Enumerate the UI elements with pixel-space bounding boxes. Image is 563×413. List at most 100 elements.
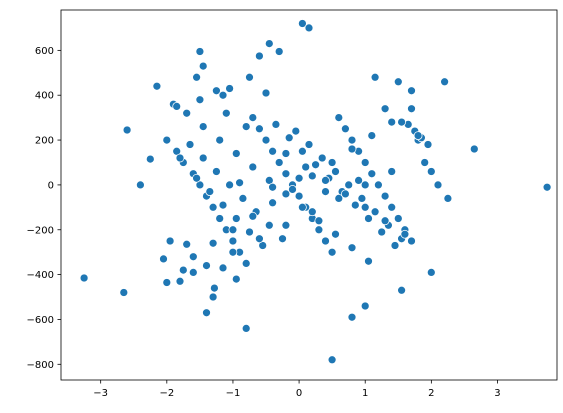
data-point bbox=[294, 191, 304, 201]
data-point bbox=[387, 167, 397, 176]
data-point bbox=[208, 292, 218, 302]
data-point bbox=[245, 227, 254, 237]
data-point bbox=[307, 207, 317, 217]
data-point bbox=[360, 202, 370, 212]
data-point bbox=[281, 220, 291, 230]
data-point bbox=[248, 162, 258, 172]
data-point bbox=[364, 214, 373, 223]
y-tick-label: −600 bbox=[27, 315, 54, 326]
data-point bbox=[162, 135, 172, 145]
y-tick-label: −200 bbox=[27, 225, 54, 236]
data-point bbox=[304, 23, 314, 33]
data-point bbox=[218, 90, 228, 100]
data-point bbox=[374, 180, 383, 190]
data-point bbox=[218, 200, 228, 210]
data-point bbox=[397, 285, 406, 295]
data-point bbox=[400, 229, 410, 239]
data-point bbox=[443, 194, 453, 203]
data-point bbox=[231, 214, 241, 223]
data-point bbox=[122, 125, 132, 135]
data-point bbox=[271, 120, 281, 129]
points-layer bbox=[79, 19, 552, 365]
data-point bbox=[281, 189, 291, 199]
data-point bbox=[202, 261, 211, 270]
data-point bbox=[542, 182, 552, 192]
data-point bbox=[162, 278, 172, 287]
data-point bbox=[413, 131, 423, 140]
data-point bbox=[268, 198, 277, 208]
data-point bbox=[195, 95, 205, 105]
y-tick-label: 0 bbox=[48, 180, 54, 191]
y-axis: −800 −600 −400 −200 0 200 400 600 bbox=[27, 46, 61, 371]
data-point bbox=[205, 187, 215, 196]
data-point bbox=[321, 176, 330, 185]
data-point bbox=[198, 153, 208, 163]
data-point bbox=[192, 72, 201, 82]
data-point bbox=[407, 104, 416, 114]
data-point bbox=[304, 140, 314, 149]
data-point bbox=[370, 207, 380, 217]
data-point bbox=[278, 234, 287, 244]
data-point bbox=[268, 182, 277, 192]
x-tick-label: 2 bbox=[428, 388, 434, 399]
data-point bbox=[370, 72, 380, 82]
data-point bbox=[198, 122, 208, 131]
data-point bbox=[281, 149, 291, 158]
data-point bbox=[198, 61, 208, 71]
data-point bbox=[274, 47, 284, 56]
data-point bbox=[182, 108, 192, 118]
data-point bbox=[347, 243, 357, 253]
data-point bbox=[380, 191, 390, 201]
data-point bbox=[341, 189, 350, 199]
data-point bbox=[218, 263, 228, 273]
y-tick-label: −800 bbox=[27, 360, 54, 371]
data-point bbox=[241, 259, 251, 268]
data-point bbox=[225, 84, 234, 93]
data-point bbox=[208, 238, 218, 248]
data-point bbox=[298, 202, 307, 212]
data-point bbox=[228, 236, 238, 246]
data-point bbox=[202, 308, 211, 318]
x-tick-label: −3 bbox=[93, 388, 108, 399]
y-tick-label: 600 bbox=[35, 46, 54, 57]
data-point bbox=[407, 86, 416, 96]
data-point bbox=[264, 220, 274, 230]
data-point bbox=[314, 216, 324, 226]
data-point bbox=[225, 180, 234, 190]
data-point bbox=[178, 265, 188, 275]
data-point bbox=[317, 153, 327, 163]
data-point bbox=[380, 104, 390, 114]
data-point bbox=[440, 77, 449, 87]
data-point bbox=[327, 247, 337, 257]
data-point bbox=[228, 247, 238, 257]
data-point bbox=[231, 274, 241, 284]
data-point bbox=[354, 176, 363, 185]
data-point bbox=[314, 225, 324, 235]
data-point bbox=[248, 211, 258, 221]
data-point bbox=[228, 225, 238, 235]
data-point bbox=[119, 288, 129, 297]
data-point bbox=[347, 312, 357, 322]
data-point bbox=[347, 135, 357, 145]
data-point bbox=[291, 126, 301, 136]
x-axis: −3 −2 −1 0 1 2 3 bbox=[93, 380, 501, 399]
data-point bbox=[307, 171, 317, 181]
data-point bbox=[360, 301, 370, 311]
data-point bbox=[393, 77, 403, 87]
data-point bbox=[341, 124, 350, 134]
data-point bbox=[245, 72, 254, 82]
data-point bbox=[212, 167, 221, 176]
data-point bbox=[426, 167, 436, 176]
data-point bbox=[152, 81, 162, 91]
data-point bbox=[344, 180, 354, 190]
data-point bbox=[294, 173, 304, 183]
data-point bbox=[380, 216, 390, 226]
data-point bbox=[175, 153, 185, 163]
data-point bbox=[241, 122, 251, 131]
x-tick-label: 1 bbox=[362, 388, 368, 399]
data-point bbox=[261, 88, 271, 98]
data-point bbox=[327, 158, 337, 167]
x-tick-label: −1 bbox=[226, 388, 241, 399]
data-point bbox=[212, 86, 221, 96]
